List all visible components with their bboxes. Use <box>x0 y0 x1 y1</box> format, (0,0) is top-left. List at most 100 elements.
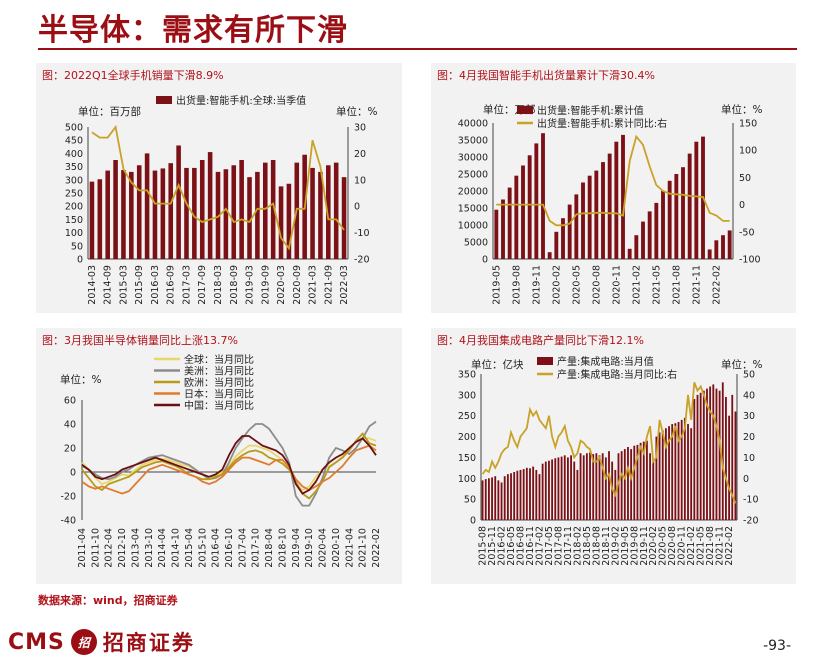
x-tick-label: 2021-08 <box>705 526 716 566</box>
x-tick-label: 2015-04 <box>184 528 195 568</box>
x-tick-label: 2016-03 <box>150 265 161 305</box>
title-divider <box>38 48 797 50</box>
y-tick-label-left: 50 <box>71 241 83 252</box>
legend-label: 美洲：当月同比 <box>184 365 254 378</box>
x-tick-label: 2016-11 <box>525 526 536 566</box>
bar <box>655 436 658 520</box>
y-tick-label-left: 100 <box>458 474 476 485</box>
bar <box>702 390 705 520</box>
legend-label: 全球：当月同比 <box>184 353 254 366</box>
bar <box>639 442 642 520</box>
y-tick-label-right: 30 <box>354 123 366 134</box>
y-tick-label-left: 40 <box>64 420 76 431</box>
x-tick-label: 2020-05 <box>571 265 582 305</box>
bar <box>514 175 519 259</box>
brand-logo-icon: 招 <box>70 629 97 655</box>
bar <box>641 221 645 259</box>
bar <box>734 411 737 520</box>
bar <box>601 453 604 520</box>
bar <box>620 451 623 520</box>
bar <box>527 155 532 259</box>
x-tick-label: 2020-03 <box>276 265 287 305</box>
series-line <box>81 435 377 495</box>
bar <box>636 444 639 520</box>
bar <box>598 455 601 520</box>
bar <box>718 390 721 520</box>
bar <box>674 423 677 520</box>
chart-global-phone-sales: 0 50 100 150 200 250 300 350 400 450 500 -20 -10 0 10 2… <box>65 94 378 305</box>
x-tick-label: 2021-02 <box>631 265 642 305</box>
chart-ic-output: 0 50 100 150 200 250 300 350 -20 -10 0 10 20 30 40 50 20… <box>458 355 763 566</box>
y-tick-label-left: -40 <box>60 516 76 527</box>
bar <box>690 428 693 520</box>
bar <box>707 249 712 259</box>
unit-label-left: 单位：百万部 <box>78 105 141 118</box>
bar <box>683 417 686 520</box>
bar <box>247 177 252 259</box>
y-tick-label-right: -10 <box>354 228 370 239</box>
y-tick-label-right: 30 <box>743 411 755 422</box>
x-tick-label: 2013-10 <box>144 528 155 568</box>
bar <box>582 455 585 520</box>
y-tick-label-left: 250 <box>65 189 83 200</box>
x-tick-label: 2021-02 <box>686 526 697 566</box>
x-tick-label: 2021-05 <box>696 526 707 566</box>
bar <box>654 202 659 259</box>
x-tick-label: 2018-05 <box>582 526 593 566</box>
bar <box>557 457 560 520</box>
x-tick-label: 2019-03 <box>245 265 256 305</box>
y-tick-label-left: 0 <box>482 255 488 266</box>
bar <box>574 194 579 259</box>
bar <box>541 463 544 520</box>
bar <box>310 167 315 259</box>
y-tick-label-right: 0 <box>743 474 749 485</box>
x-tick-label: 2022-02 <box>371 528 382 568</box>
bar <box>608 451 610 520</box>
x-tick-label: 2015-11 <box>487 526 498 566</box>
x-tick-label: 2017-10 <box>251 528 262 568</box>
bar <box>604 457 607 520</box>
bar <box>661 191 665 259</box>
bar <box>522 469 525 520</box>
bar <box>255 171 260 259</box>
x-tick-label: 2020-02 <box>551 265 562 305</box>
y-tick-label-left: 50 <box>464 495 476 506</box>
y-tick-label-right: 100 <box>739 146 757 157</box>
x-tick-label: 2013-04 <box>130 528 141 568</box>
x-tick-label: 2021-11 <box>715 526 726 566</box>
bar <box>507 187 512 259</box>
bar <box>487 478 490 520</box>
bar <box>634 235 639 259</box>
y-tick-label-right: 20 <box>743 432 755 443</box>
bar <box>699 392 702 520</box>
bar <box>215 171 221 259</box>
bar <box>712 384 715 520</box>
bar <box>129 171 134 259</box>
bar <box>544 461 547 520</box>
x-tick-label: 2016-10 <box>224 528 235 568</box>
bar <box>694 141 699 259</box>
legend-swatch-bar <box>537 357 553 365</box>
y-tick-label-left: 250 <box>458 411 476 422</box>
footer-logo: CMS 招 招商证券 <box>8 627 195 657</box>
bar <box>318 171 323 259</box>
bar <box>519 469 522 520</box>
y-tick-label-right: -20 <box>743 516 759 527</box>
bar <box>494 209 499 259</box>
bar <box>333 162 339 259</box>
x-tick-label: 2021-11 <box>691 265 702 305</box>
bar <box>207 152 213 259</box>
bar <box>510 473 512 520</box>
x-tick-label: 2017-08 <box>553 526 564 566</box>
data-source-note: 数据来源：wind，招商证券 <box>38 594 178 607</box>
brand-text-cn: 招商证券 <box>102 630 195 655</box>
y-tick-label-left: 35000 <box>458 136 488 147</box>
y-tick-label-right: 50 <box>739 173 751 184</box>
x-tick-label: 2020-11 <box>677 526 688 566</box>
x-tick-label: 2019-08 <box>511 265 522 305</box>
y-tick-label-right: 50 <box>743 370 755 381</box>
bar <box>239 160 244 259</box>
bar <box>693 399 696 520</box>
x-tick-label: 2018-08 <box>591 526 602 566</box>
series-line <box>81 444 377 495</box>
